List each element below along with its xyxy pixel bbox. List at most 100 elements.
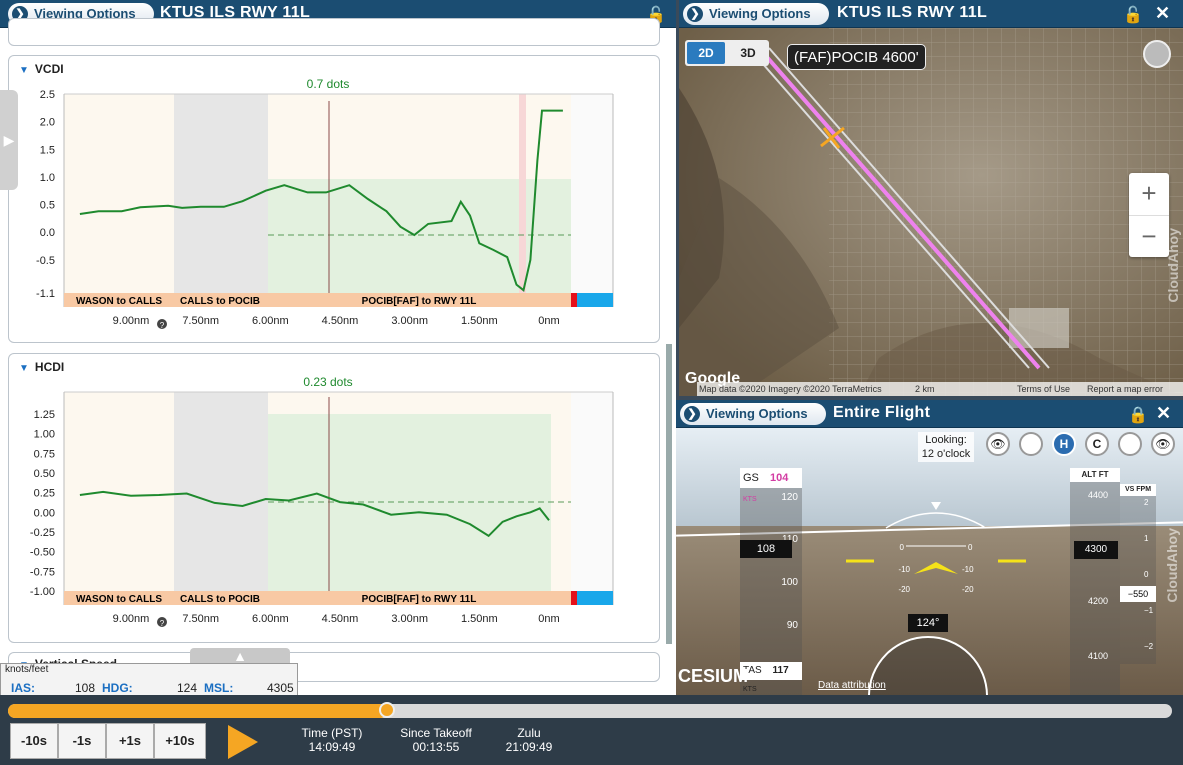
segment-label: WASON to CALLS [76,296,162,307]
timeline-track[interactable] [8,702,1172,718]
x-tick-label: 6.00nm [252,613,289,625]
cockpit-view-icon[interactable]: C [1085,432,1109,456]
y-tick-label: 2.5 [40,89,55,101]
skip-back-10s-button[interactable]: -10s [10,723,58,759]
help-icon[interactable] [157,617,167,627]
expand-drawer-button[interactable]: ▲ [190,648,290,666]
2d-button[interactable]: 2D [687,42,725,64]
ias-value: 108 [75,681,96,695]
since-takeoff: Since Takeoff 00:13:55 [400,726,472,754]
vcdi-card: ▼ VCDI 0.7 dots 2.5 2.0 1.5 1.0 0.5 0.0 -0.5 -1.… [8,55,660,343]
x-tick-label: 9.00nm [113,613,150,625]
hcdi-title: HCDI [34,360,65,374]
y-tick-label: -0.5 [36,255,55,267]
speed-readout: 108 [740,540,792,558]
y-tick-label: 2.0 [40,117,55,129]
x-tick-label: 0nm [538,613,559,625]
y-tick-label: -1.00 [30,586,55,598]
chevron-right-icon: ❯ [684,406,700,422]
vcdi-chart[interactable]: 0.7 dots 2.5 2.0 1.5 1.0 0.5 0.0 -0.5 -1.1 WASO… [9,56,661,344]
hcdi-chart[interactable]: 0.23 dots 1.25 1.00 0.75 0.50 0.25 0.00 -0.25 -… [9,354,661,644]
skip-forward-1s-button[interactable]: +1s [106,723,154,759]
play-icon[interactable] [228,725,258,759]
y-tick-label: 0.0 [40,227,55,239]
svg-text:0: 0 [900,543,905,552]
y-tick-label: -0.50 [30,547,55,559]
waypoint-label: (FAF)POCIB 4600' [787,44,926,70]
cloudahoy-watermark: CloudAhoy [1164,528,1180,603]
cesium-logo: CESIUM [678,666,749,686]
help-icon[interactable] [157,319,167,329]
side-toggle-button[interactable]: ▶ [0,90,18,190]
segment-label: POCIB[FAF] to RWY 11L [362,296,477,307]
scrollbar[interactable] [666,344,672,644]
flight-info-box: knots/feet IAS: 108 HDG: 124 MSL: 4305 [0,663,298,699]
segment-label: CALLS to POCIB [180,594,260,605]
y-tick-label: -1.1 [36,288,55,300]
zoom-out-button[interactable]: − [1129,215,1169,257]
collapse-triangle-icon[interactable]: ▼ [19,363,29,374]
x-tick-label: 1.50nm [461,613,498,625]
heading-readout: 124° [908,614,948,632]
svg-text:-10: -10 [898,565,910,574]
satellite-map[interactable]: 2D 3D (FAF)POCIB 4600' + − Google Map da… [679,28,1183,396]
svg-text:0: 0 [968,543,973,552]
collapse-triangle-icon[interactable]: ▼ [19,65,29,76]
x-tick-label: 7.50nm [182,613,219,625]
data-attribution-link[interactable]: Data attribution [818,680,886,691]
timeline-handle[interactable] [379,702,396,718]
hcdi-series-line [79,490,550,538]
close-icon[interactable]: ✕ [1155,3,1171,23]
y-tick-label: 0.75 [34,448,55,460]
x-tick-label: 6.00nm [252,315,289,327]
top-view-icon[interactable] [1118,432,1142,456]
y-tick-label: 1.25 [34,409,55,421]
close-icon[interactable]: ✕ [1156,403,1172,423]
airspeed-tape: GS 104 KTS 120 110 100 90 108 TAS 117 KT… [740,468,802,695]
hcdi-card: ▼ HCDI 0.23 dots 1.25 1.00 0.75 0.50 0.25 0.00… [8,353,660,643]
synthetic-vision-view[interactable]: Looking: 12 o'clock 👁 H C 👁 GS 104 KTS 1… [676,428,1183,695]
map-panel-header: ❯ Viewing Options KTUS ILS RWY 11L 🔓 ✕ [679,0,1183,28]
y-tick-label: 1.0 [40,172,55,184]
svg-text:-10: -10 [962,565,974,574]
chevron-right-icon: ❯ [687,6,703,22]
zoom-controls: + − [1129,173,1169,257]
locate-icon[interactable] [1143,40,1171,68]
time-pst: Time (PST) 14:09:49 [301,726,363,754]
lock-icon[interactable]: 🔒 [1128,407,1148,424]
vertical-speed-tape: VS FPM 2 1 0 −550 −1 −2 [1120,484,1156,664]
previous-chart-card [8,18,660,46]
y-tick-label: 0.25 [34,488,55,500]
skip-forward-10s-button[interactable]: +10s [154,723,206,759]
eye-icon[interactable]: 👁 [1151,432,1175,456]
y-tick-label: 1.5 [40,144,55,156]
attitude-indicator: 0 0 -10 -10 -20 -20 [846,502,1026,594]
segment-label: WASON to CALLS [76,594,162,605]
unlock-icon[interactable]: 🔓 [1123,7,1143,24]
zoom-in-button[interactable]: + [1141,178,1157,208]
svg-text:?: ? [160,619,165,628]
viewing-options-button[interactable]: ❯ Viewing Options [680,403,826,425]
map-scale: 2 km [915,384,935,394]
chase-view-icon[interactable] [1019,432,1043,456]
x-tick-label: 1.50nm [461,315,498,327]
camera-buttons: 👁 H C 👁 [986,432,1183,458]
panel-title: KTUS ILS RWY 11L [160,4,311,21]
y-tick-label: -0.75 [30,566,55,578]
x-tick-label: 4.50nm [322,315,359,327]
vcdi-series-line [79,109,563,292]
viewing-options-button[interactable]: ❯ Viewing Options [683,3,829,25]
h-view-icon[interactable]: H [1052,432,1076,456]
altitude-tape: ALT FT 4400 4300 4200 4100 [1070,468,1120,695]
looking-indicator: Looking: 12 o'clock [918,432,974,462]
y-tick-label: 1.00 [34,429,55,441]
report-link[interactable]: Report a map error [1087,384,1164,394]
map-attribution-bar: Map data ©2020 Imagery ©2020 TerraMetric… [697,382,1183,396]
x-tick-label: 7.50nm [182,315,219,327]
view-toggle: 2D 3D [685,40,769,66]
skip-back-1s-button[interactable]: -1s [58,723,106,759]
eye-icon[interactable]: 👁 [986,432,1010,456]
vcdi-title: VCDI [34,62,64,76]
3d-button[interactable]: 3D [740,46,756,60]
terms-link[interactable]: Terms of Use [1017,384,1071,394]
